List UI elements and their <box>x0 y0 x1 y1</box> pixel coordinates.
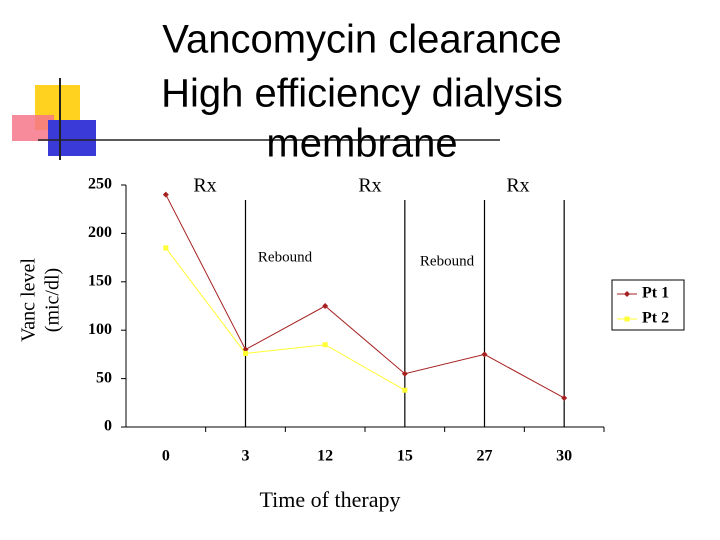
x-tick-label: 12 <box>317 448 333 465</box>
point <box>162 191 169 198</box>
x-tick-label: 3 <box>242 448 250 465</box>
y-tick-label: 250 <box>88 176 112 193</box>
y-axis-label: (mic/dl) <box>42 268 64 332</box>
y-tick-label: 150 <box>88 272 112 289</box>
x-tick-label: 30 <box>556 448 572 465</box>
annotation: Rebound <box>258 249 313 265</box>
point <box>322 342 328 348</box>
x-tick-label: 0 <box>162 448 170 465</box>
series-line <box>165 194 565 399</box>
legend-marker <box>624 316 630 322</box>
legend-label: Pt 1 <box>642 285 669 302</box>
x-tick-label: 27 <box>477 448 493 465</box>
point <box>561 394 568 401</box>
annotation: Rx <box>193 175 216 197</box>
title-line: membrane <box>266 122 457 166</box>
legend-marker <box>624 291 630 297</box>
annotation: Rebound <box>420 253 475 269</box>
y-axis-label: Vanc level <box>18 258 40 342</box>
point <box>402 387 408 393</box>
annotation: Rx <box>358 175 381 197</box>
title-line: High efficiency dialysis <box>161 72 563 116</box>
y-tick-label: 0 <box>104 418 112 435</box>
title-line: Vancomycin clearance <box>162 18 561 62</box>
point <box>243 350 248 356</box>
point <box>401 370 408 377</box>
x-tick-label: 15 <box>397 448 413 465</box>
y-tick-label: 100 <box>88 321 112 338</box>
point <box>163 245 169 251</box>
series-line <box>165 247 406 391</box>
x-axis-label: Time of therapy <box>260 487 401 512</box>
point <box>481 351 488 358</box>
legend-label: Pt 2 <box>642 310 669 327</box>
point <box>322 303 329 309</box>
legend-box <box>611 279 685 331</box>
y-tick-label: 50 <box>96 369 112 386</box>
deco-square <box>12 115 54 141</box>
y-tick-label: 200 <box>88 224 112 241</box>
annotation: Rx <box>506 175 529 197</box>
deco-square <box>48 120 96 156</box>
